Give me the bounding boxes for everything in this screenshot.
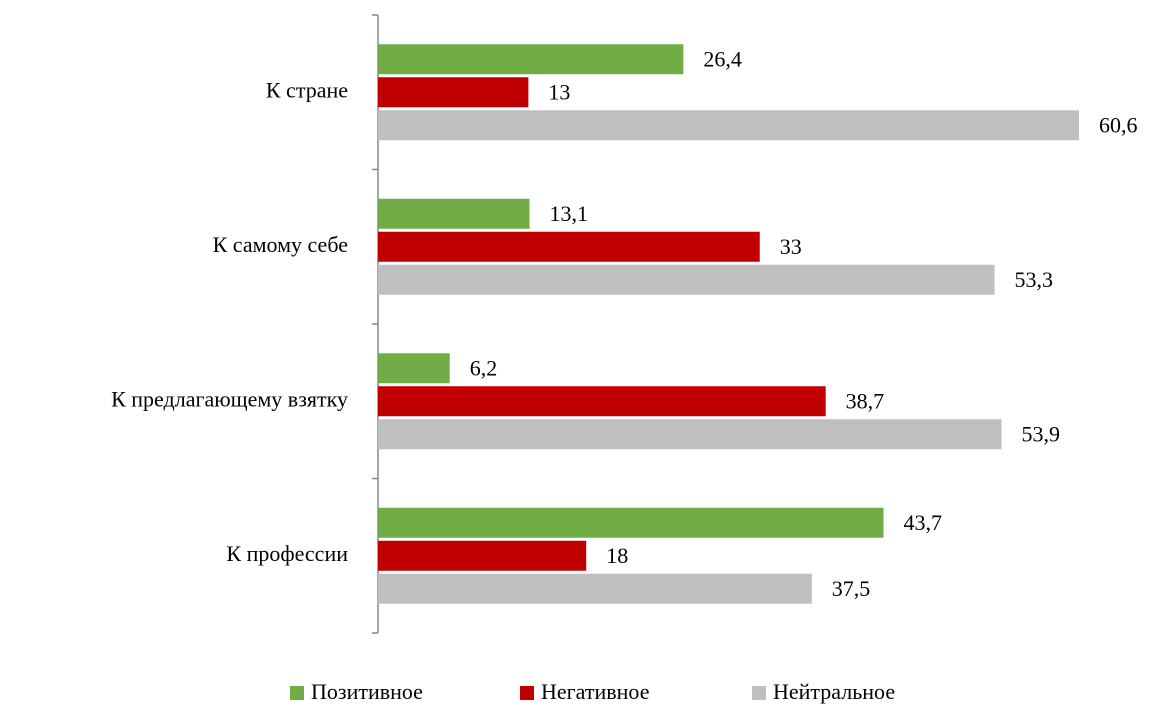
- bar: [378, 198, 530, 229]
- value-label: 53,9: [1021, 421, 1060, 446]
- legend-label: Позитивное: [311, 679, 423, 704]
- value-label: 53,3: [1015, 267, 1054, 292]
- value-label: 6,2: [470, 355, 498, 380]
- category-label: К стране: [266, 77, 348, 102]
- bar: [378, 540, 587, 571]
- legend-label: Негативное: [541, 679, 649, 704]
- legend-swatch: [520, 686, 534, 700]
- value-label: 26,4: [703, 46, 742, 71]
- bar: [378, 77, 529, 108]
- value-label: 60,6: [1099, 112, 1138, 137]
- bar: [378, 419, 1002, 450]
- bar: [378, 386, 826, 417]
- category-label: К самому себе: [213, 232, 348, 257]
- bar: [378, 44, 684, 75]
- bar: [378, 507, 884, 538]
- value-label: 18: [606, 543, 628, 568]
- category-label: К профессии: [226, 541, 348, 566]
- category-label: К предлагающему взятку: [111, 386, 348, 411]
- bar: [378, 264, 995, 295]
- value-label: 43,7: [904, 510, 943, 535]
- bar: [378, 110, 1079, 141]
- bar: [378, 353, 450, 384]
- bar: [378, 231, 760, 262]
- legend-label: Нейтральное: [773, 679, 895, 704]
- bar: [378, 573, 812, 604]
- value-label: 13: [548, 79, 570, 104]
- value-label: 38,7: [846, 388, 885, 413]
- value-label: 33: [780, 234, 802, 259]
- value-label: 13,1: [550, 201, 589, 226]
- value-label: 37,5: [832, 576, 871, 601]
- legend-swatch: [290, 686, 304, 700]
- legend-swatch: [752, 686, 766, 700]
